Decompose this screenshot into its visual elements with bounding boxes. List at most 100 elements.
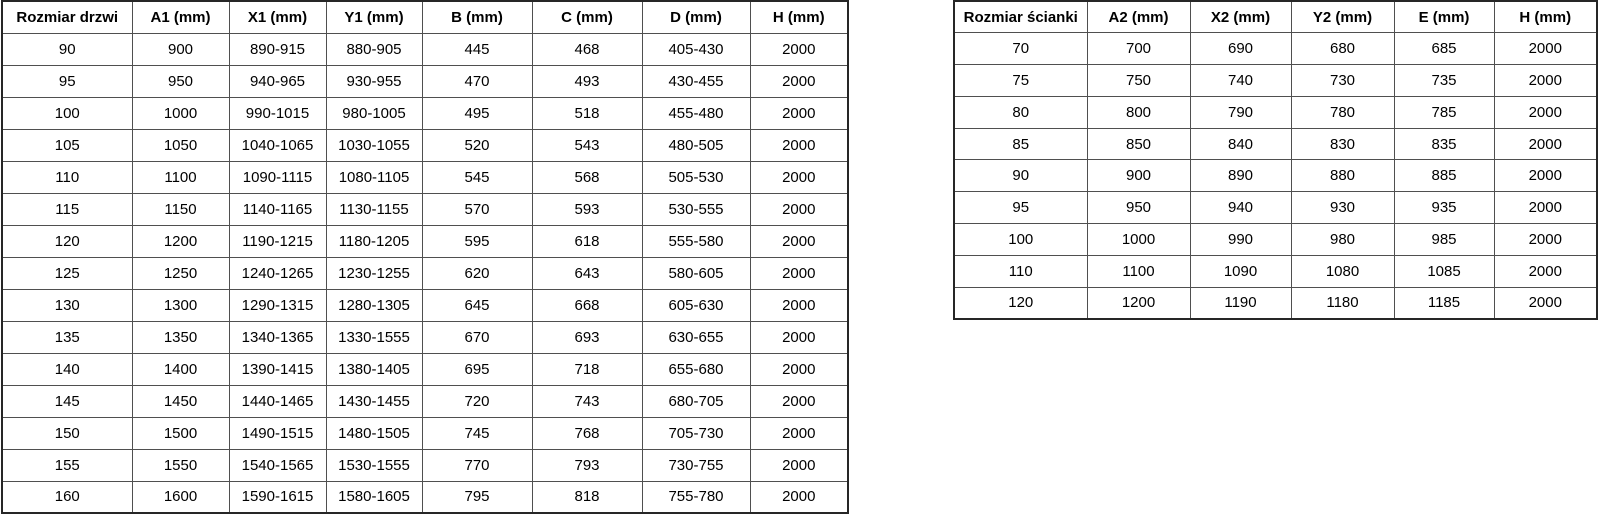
table-cell: 1130-1155: [325, 192, 423, 226]
table-cell: 830: [1290, 127, 1395, 161]
table-cell: 470: [421, 64, 533, 98]
column-header: H (mm): [749, 0, 849, 34]
table-cell: 718: [531, 352, 643, 386]
table-cell: 1080-1105: [325, 160, 423, 194]
table-cell: 980-1005: [325, 96, 423, 130]
table-cell: 1500: [131, 416, 230, 450]
table-cell: 145: [1, 384, 133, 418]
table-cell: 1190-1215: [228, 224, 327, 258]
table-cell: 455-480: [641, 96, 751, 130]
table-cell: 930-955: [325, 64, 423, 98]
table-cell: 518: [531, 96, 643, 130]
table-cell: 700: [1086, 32, 1191, 66]
table-cell: 643: [531, 256, 643, 290]
table-cell: 593: [531, 192, 643, 226]
table-cell: 1185: [1393, 286, 1495, 320]
table-cell: 795: [421, 480, 533, 514]
table-cell: 768: [531, 416, 643, 450]
table-cell: 1580-1605: [325, 480, 423, 514]
column-header: Y2 (mm): [1290, 0, 1395, 34]
table-cell: 120: [953, 286, 1088, 320]
table-cell: 568: [531, 160, 643, 194]
column-header: C (mm): [531, 0, 643, 34]
table-cell: 95: [953, 191, 1088, 225]
table-cell: 480-505: [641, 128, 751, 162]
table-cell: 605-630: [641, 288, 751, 322]
table-cell: 790: [1189, 95, 1292, 129]
table-cell: 1200: [1086, 286, 1191, 320]
table-cell: 743: [531, 384, 643, 418]
wall-sizes-table-body: 70 700 690 680 685 2000 75 750 740 730 735 2000 80 80…: [953, 32, 1598, 320]
table-cell: 2000: [1493, 191, 1598, 225]
table-cell: 2000: [749, 320, 849, 354]
table-cell: 1140-1165: [228, 192, 327, 226]
column-header: Rozmiar drzwi: [1, 0, 133, 34]
table-cell: 1100: [1086, 254, 1191, 288]
table-cell: 730-755: [641, 448, 751, 482]
table-cell: 885: [1393, 159, 1495, 193]
table-cell: 985: [1393, 223, 1495, 256]
table-cell: 2000: [749, 128, 849, 162]
table-cell: 110: [953, 254, 1088, 288]
table-cell: 100: [1, 96, 133, 130]
column-header: E (mm): [1393, 0, 1495, 34]
table-cell: 645: [421, 288, 533, 322]
table-cell: 840: [1189, 127, 1292, 161]
table-cell: 2000: [749, 288, 849, 322]
table-cell: 1430-1455: [325, 384, 423, 418]
table-cell: 900: [1086, 159, 1191, 193]
table-cell: 1090: [1189, 254, 1292, 288]
table-cell: 890: [1189, 159, 1292, 193]
table-cell: 730: [1290, 64, 1395, 97]
table-cell: 670: [421, 320, 533, 354]
table-cell: 1090-1115: [228, 160, 327, 194]
table-cell: 150: [1, 416, 133, 450]
table-cell: 1400: [131, 352, 230, 386]
table-row: 120 1200 1190 1180 1185 2000: [953, 286, 1598, 320]
column-header: D (mm): [641, 0, 751, 34]
table-cell: 90: [953, 159, 1088, 193]
table-cell: 2000: [749, 96, 849, 130]
table-row: 120 1200 1190-1215 1180-1205 595 618 555-580 20…: [1, 224, 849, 258]
table-cell: 445: [421, 32, 533, 66]
table-cell: 685: [1393, 32, 1495, 66]
table-cell: 1150: [131, 192, 230, 226]
table-cell: 2000: [749, 416, 849, 450]
table-cell: 2000: [1493, 127, 1598, 161]
table-row: 105 1050 1040-1065 1030-1055 520 543 480-505 20…: [1, 128, 849, 162]
table-cell: 2000: [1493, 95, 1598, 129]
table-cell: 880-905: [325, 32, 423, 66]
table-cell: 935: [1393, 191, 1495, 225]
table-cell: 1180: [1290, 286, 1395, 320]
table-cell: 1600: [131, 480, 230, 514]
table-cell: 980: [1290, 223, 1395, 256]
table-cell: 130: [1, 288, 133, 322]
table-cell: 695: [421, 352, 533, 386]
table-cell: 2000: [1493, 64, 1598, 97]
column-header: X1 (mm): [228, 0, 327, 34]
table-cell: 1480-1505: [325, 416, 423, 450]
table-cell: 1350: [131, 320, 230, 354]
table-cell: 140: [1, 352, 133, 386]
table-cell: 2000: [749, 192, 849, 226]
wall-sizes-table: Rozmiar ścianki A2 (mm) X2 (mm) Y2 (mm) E (m…: [953, 0, 1598, 320]
table-cell: 570: [421, 192, 533, 226]
table-header-row: Rozmiar drzwi A1 (mm) X1 (mm) Y1 (mm) B (mm)…: [1, 0, 849, 34]
table-cell: 2000: [1493, 159, 1598, 193]
table-row: 90 900 890 880 885 2000: [953, 159, 1598, 193]
table-cell: 580-605: [641, 256, 751, 290]
table-cell: 680: [1290, 32, 1395, 66]
table-cell: 818: [531, 480, 643, 514]
table-cell: 115: [1, 192, 133, 226]
table-row: 130 1300 1290-1315 1280-1305 645 668 605-630 20…: [1, 288, 849, 322]
table-cell: 1040-1065: [228, 128, 327, 162]
table-cell: 1080: [1290, 254, 1395, 288]
table-cell: 125: [1, 256, 133, 290]
table-row: 160 1600 1590-1615 1580-1605 795 818 755-780 20…: [1, 480, 849, 514]
table-row: 110 1100 1090 1080 1085 2000: [953, 254, 1598, 288]
table-row: 80 800 790 780 785 2000: [953, 95, 1598, 129]
column-header: A1 (mm): [131, 0, 230, 34]
table-cell: 620: [421, 256, 533, 290]
table-cell: 1380-1405: [325, 352, 423, 386]
table-cell: 940: [1189, 191, 1292, 225]
